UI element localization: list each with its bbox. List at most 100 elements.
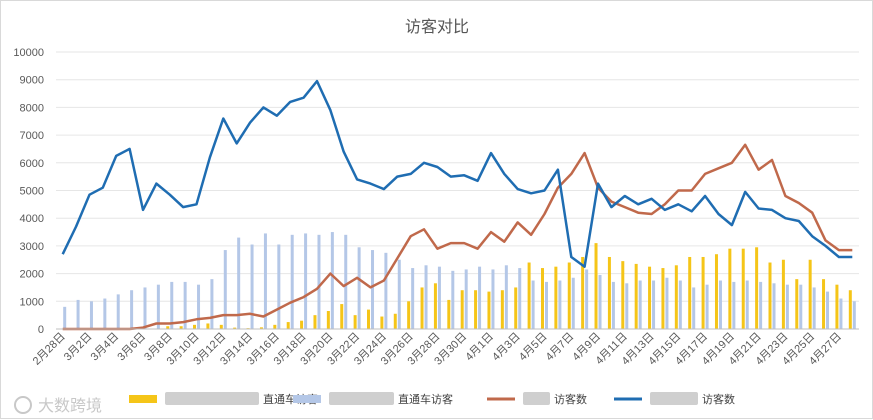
bar [571, 277, 575, 329]
bar [263, 233, 267, 329]
bar [795, 279, 799, 329]
bar [531, 280, 535, 329]
bar [648, 266, 652, 329]
bar [621, 261, 625, 329]
bar [393, 313, 397, 329]
bar [652, 280, 656, 329]
x-tick-label: 3月2日 [62, 331, 95, 364]
bar [718, 280, 722, 329]
bar [852, 301, 856, 329]
bar [223, 250, 227, 329]
bar [407, 301, 411, 329]
bar [130, 290, 134, 329]
bar [567, 262, 571, 329]
bar [371, 250, 375, 329]
bar [340, 304, 344, 329]
bar [638, 280, 642, 329]
bar [558, 280, 562, 329]
bar [759, 281, 763, 329]
bar [300, 320, 304, 329]
bar [491, 269, 495, 329]
legend-label: 访客数 [702, 392, 735, 406]
bar [170, 281, 174, 329]
bar [317, 234, 321, 329]
y-tick-label: 5000 [20, 186, 44, 198]
bar [514, 287, 518, 329]
bar [326, 310, 330, 329]
watermark-logo-icon [14, 396, 32, 414]
bar [433, 283, 437, 329]
bar [420, 287, 424, 329]
bar [625, 283, 629, 329]
legend-redacted-block [523, 392, 550, 405]
bar [741, 248, 745, 329]
bar [451, 270, 455, 329]
y-tick-label: 2000 [20, 269, 44, 281]
legend-redacted-block [329, 392, 394, 405]
bar [822, 279, 826, 329]
bar [674, 265, 678, 329]
bar [384, 252, 388, 329]
bar [544, 281, 548, 329]
bar [540, 268, 544, 329]
bar [812, 287, 816, 329]
bar [424, 265, 428, 329]
bar [478, 266, 482, 329]
bar [487, 291, 491, 329]
x-tick-label: 4月3日 [490, 331, 523, 364]
bar [411, 268, 415, 329]
bar [554, 266, 558, 329]
bar [701, 256, 705, 329]
x-tick-label: 4月7日 [544, 331, 577, 364]
legend: 直通车访客 直通车访客 访客数 访客数 [129, 392, 735, 406]
legend-swatch [129, 395, 157, 403]
y-tick-label: 7000 [20, 130, 44, 142]
bar [745, 280, 749, 329]
bar [839, 298, 843, 329]
bar [286, 322, 290, 329]
y-tick-label: 1000 [20, 296, 44, 308]
bar [219, 324, 223, 329]
bar [500, 290, 504, 329]
bar [732, 281, 736, 329]
bar [330, 232, 334, 329]
bar [611, 281, 615, 329]
legend-redacted-block [650, 392, 698, 405]
series-line [61, 79, 853, 268]
bar [598, 274, 602, 329]
bar [661, 268, 665, 329]
bar [527, 262, 531, 329]
bars-layer [63, 232, 856, 329]
y-tick-label: 8000 [20, 102, 44, 114]
bar [116, 294, 120, 329]
y-tick-label: 9000 [20, 75, 44, 87]
bar [437, 266, 441, 329]
bar [179, 326, 183, 329]
bar [183, 281, 187, 329]
bar [665, 277, 669, 329]
chart-title: 访客对比 [405, 18, 469, 36]
bar [233, 327, 237, 329]
y-tick-label: 3000 [20, 241, 44, 253]
bar [835, 284, 839, 329]
bar [313, 315, 317, 329]
bar [193, 324, 197, 329]
bar [705, 284, 709, 329]
bar [63, 306, 67, 329]
bar [607, 256, 611, 329]
lines-layer [61, 79, 853, 331]
bar [464, 269, 468, 329]
bar [688, 256, 692, 329]
bar [277, 244, 281, 329]
bar [197, 284, 201, 329]
watermark: 大数跨境 [14, 396, 102, 415]
bar [772, 283, 776, 329]
watermark-text: 大数跨境 [38, 396, 102, 415]
bar [357, 247, 361, 329]
bar [808, 259, 812, 329]
bar [755, 247, 759, 329]
bar [474, 290, 478, 329]
bar [166, 326, 170, 329]
